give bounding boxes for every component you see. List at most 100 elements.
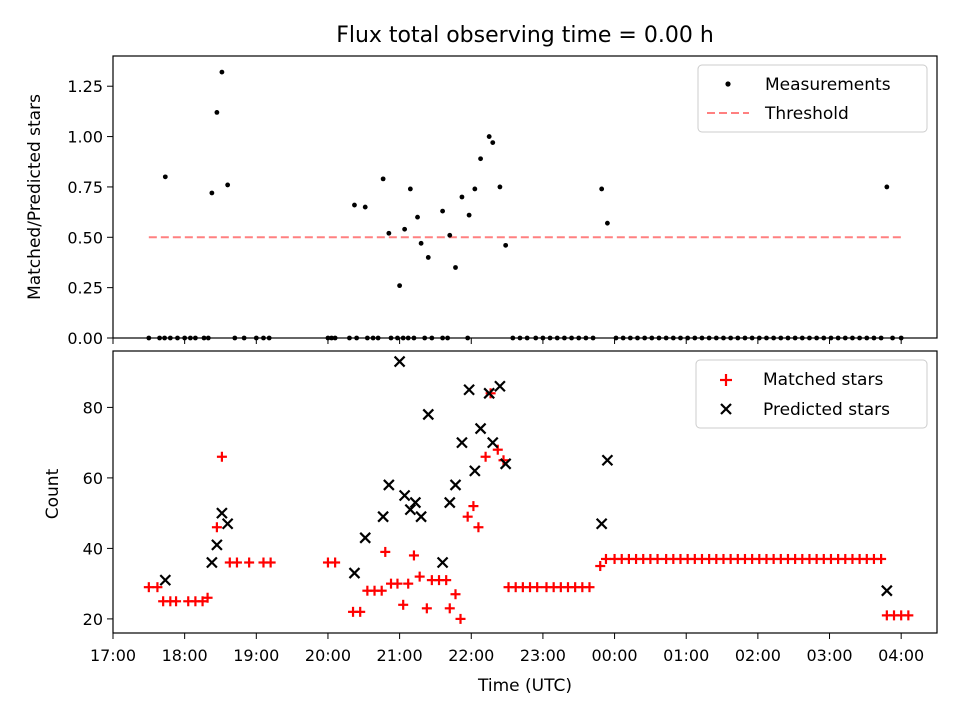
- measurement-point: [756, 335, 762, 341]
- measurement-point: [742, 335, 748, 341]
- measurement-point: [599, 186, 605, 192]
- predicted-star-point: [486, 436, 499, 449]
- matched-star-point: [584, 582, 595, 593]
- measurement-point: [447, 232, 453, 238]
- measurement-point: [503, 242, 509, 248]
- matched-star-point: [380, 546, 391, 557]
- measurement-point: [590, 335, 596, 341]
- measurement-point: [771, 335, 777, 341]
- matched-star-point: [480, 451, 491, 462]
- predicted-star-point: [474, 422, 487, 435]
- x-axis-label: Time (UTC): [477, 676, 572, 696]
- predicted-star-point: [422, 408, 435, 421]
- measurement-point: [842, 335, 848, 341]
- measurement-point: [157, 335, 162, 341]
- measurement-point: [193, 335, 198, 341]
- measurement-point: [388, 335, 394, 341]
- x-tick-label: 17:00: [90, 646, 136, 665]
- measurement-point: [749, 335, 755, 341]
- top-y-tick-label: 0.75: [67, 178, 103, 197]
- measurement-point: [864, 335, 870, 341]
- predicted-star-point: [469, 465, 481, 477]
- measurement-point: [562, 335, 567, 341]
- measurement-point: [486, 134, 492, 139]
- measurement-point: [397, 283, 403, 289]
- measurement-point: [721, 335, 726, 341]
- measurement-point: [167, 335, 173, 341]
- measurement-point: [533, 335, 539, 341]
- measurement-point: [898, 335, 904, 341]
- legend-label-matched: Matched stars: [763, 370, 883, 390]
- matched-star-point: [455, 613, 466, 624]
- x-tick-label: 22:00: [448, 646, 494, 665]
- measurement-point: [146, 335, 152, 341]
- measurement-point: [524, 335, 530, 341]
- measurement-point: [554, 335, 560, 341]
- predicted-star-point: [494, 380, 506, 393]
- measurement-point: [642, 335, 648, 341]
- measurement-point: [692, 335, 698, 341]
- predicted-star-point: [449, 479, 462, 491]
- measurement-point: [266, 335, 272, 341]
- measurement-point: [678, 335, 683, 341]
- top-y-axis-label: Matched/Predicted stars: [25, 94, 45, 300]
- bottom-legend: Matched stars Predicted stars: [695, 359, 928, 429]
- matched-star-point: [468, 501, 479, 512]
- measurement-point: [354, 335, 360, 341]
- matched-star-point: [421, 603, 432, 614]
- measurement-point: [386, 230, 392, 236]
- top-panel: Flux total observing time = 0.00 h Match…: [25, 23, 938, 348]
- predicted-star-point: [499, 458, 512, 470]
- bottom-panel: Count 20 40 60 80 17:00 18:00 19:00 20:00 21:00 2…: [43, 350, 938, 696]
- matched-star-point: [211, 522, 222, 533]
- measurement-point: [182, 335, 188, 341]
- measurement-point: [850, 335, 855, 341]
- measurement-point: [352, 202, 357, 208]
- measurement-point: [728, 335, 734, 341]
- top-legend: Measurements Threshold: [697, 64, 928, 133]
- matched-star-point: [473, 522, 484, 533]
- measurement-point: [380, 176, 386, 182]
- predicted-star-point: [377, 510, 389, 523]
- measurement-point: [778, 335, 784, 341]
- measurement-point: [405, 335, 411, 341]
- x-tick-label: 03:00: [806, 646, 852, 665]
- bottom-y-axis-label: Count: [43, 468, 63, 519]
- measurement-point: [209, 190, 215, 196]
- bottom-plot-frame: [112, 350, 938, 634]
- matched-star-point: [355, 606, 366, 617]
- predicted-star-point: [216, 507, 228, 519]
- measurement-point: [329, 335, 334, 341]
- measurement-point: [364, 335, 370, 341]
- measurement-point: [792, 335, 798, 341]
- measurement-point: [649, 335, 655, 341]
- top-y-tick-label: 1.25: [67, 77, 103, 96]
- measurement-point: [871, 335, 877, 341]
- measurement-point: [214, 110, 220, 115]
- top-y-tick-label: 0.50: [67, 228, 103, 247]
- measurement-point: [807, 335, 812, 341]
- predicted-star-point: [359, 532, 371, 544]
- predicted-star-point: [443, 496, 456, 509]
- bottom-y-tick-label: 60: [83, 469, 103, 488]
- matched-star-point: [414, 571, 425, 582]
- bottom-y-tick-label: 20: [83, 610, 103, 629]
- matched-star-point: [600, 553, 611, 564]
- matched-star-point: [652, 553, 663, 564]
- measurement-point: [764, 335, 769, 341]
- measurement-point: [517, 335, 523, 341]
- matched-star-point: [903, 610, 914, 621]
- measurement-point: [785, 335, 791, 341]
- measurement-point: [332, 335, 338, 341]
- measurement-point: [205, 335, 211, 341]
- measurement-point: [699, 335, 705, 341]
- legend-marker-predicted: [720, 403, 732, 415]
- predicted-star-point: [159, 574, 172, 586]
- x-tick-label: 21:00: [377, 646, 423, 665]
- matched-star-point: [265, 557, 276, 568]
- predicted-star-point: [463, 383, 475, 396]
- measurement-point: [400, 335, 406, 341]
- measurement-point: [440, 335, 445, 341]
- measurement-point: [656, 335, 662, 341]
